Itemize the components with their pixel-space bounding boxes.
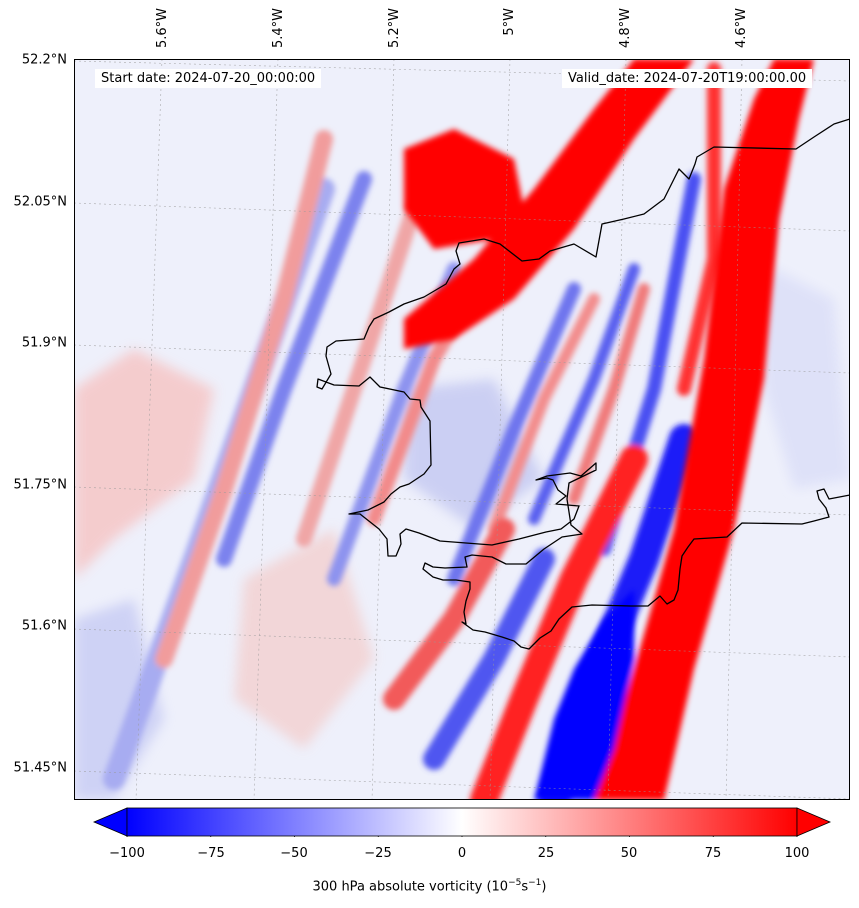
lon-label: 5°W [502,8,517,36]
blue-streak [216,171,372,567]
red-streak [677,62,721,396]
lat-label: 52.05°N [13,194,67,210]
colorbar-tick: −25 [364,846,392,861]
lat-label: 51.45°N [13,760,67,776]
strong-red-band [594,59,814,800]
colorbar-left-extend [92,807,128,837]
colorbar-tick: −75 [197,846,225,861]
lon-label: 4.6°W [734,8,749,49]
pale-red-field [234,529,374,749]
colorbar-tick: 25 [537,846,555,861]
lon-label: 5.4°W [271,8,286,49]
red-streak [470,445,648,800]
colorbar-right-extend [796,807,832,837]
strong-blue-band [534,589,634,800]
colorbar-tick: 0 [457,846,467,861]
lat-label: 51.9°N [21,335,67,351]
pale-red-field [74,349,214,579]
colorbar-tick: 50 [620,846,638,861]
red-streak [296,201,422,547]
lat-label: 52.2°N [21,52,67,68]
lon-label: 4.8°W [618,8,633,49]
lon-label: 5.6°W [155,8,170,49]
lat-label: 51.6°N [21,618,67,634]
blue-streak [447,282,581,586]
colorbar-tick: 75 [704,846,722,861]
valid-date-label: Valid_date: 2024-07-20T19:00:00.00 [562,69,813,88]
coastline [316,118,850,650]
red-streak [155,130,333,668]
colorbar-title: 300 hPa absolute vorticity (10−5s−1) [312,878,547,895]
red-streak [488,293,600,535]
pale-blue-field [754,259,850,489]
strong-red-band [404,59,694,349]
red-blob [404,129,524,249]
colorbar-tick: −50 [280,846,308,861]
colorbar-gradient [126,807,798,837]
blue-streak [528,263,640,525]
red-streak [568,283,650,505]
start-date-label: Start date: 2024-07-20_00:00:00 [95,69,322,88]
colorbar-tick: −100 [109,846,145,861]
lon-label: 5.2°W [387,8,402,49]
red-streak [383,518,515,710]
vorticity-map [74,59,850,800]
colorbar-tick: 100 [784,846,810,861]
colorbar [92,807,832,837]
lat-label: 51.75°N [13,477,67,493]
